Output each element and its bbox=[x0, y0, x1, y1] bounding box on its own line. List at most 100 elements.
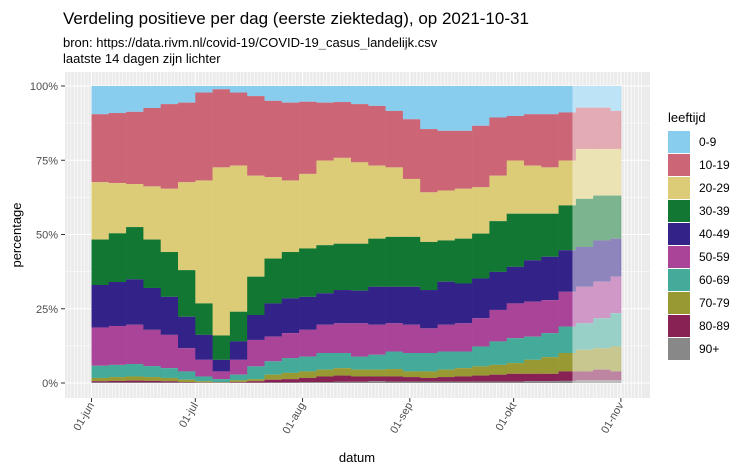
bar-segment-50-59 bbox=[368, 324, 386, 355]
bar-segment-60-69 bbox=[385, 351, 404, 370]
bar-segment-30-39 bbox=[593, 195, 611, 241]
bar-segment-10-19 bbox=[91, 114, 110, 183]
bar-segment-50-59 bbox=[351, 323, 369, 357]
bar-segment-0-9 bbox=[195, 86, 213, 93]
bar-segment-10-19 bbox=[247, 96, 265, 176]
bar-segment-10-19 bbox=[541, 114, 559, 168]
bar-segment-10-19 bbox=[264, 100, 283, 178]
y-tick-label: 50% bbox=[36, 230, 58, 242]
bar-segment-70-79 bbox=[368, 369, 386, 377]
bar-segment-90+ bbox=[472, 381, 490, 383]
bar-segment-20-29 bbox=[229, 165, 248, 312]
bar-segment-20-29 bbox=[454, 188, 473, 239]
bar-segment-50-59 bbox=[489, 309, 507, 342]
x-tick-label: 01-nov bbox=[599, 400, 626, 436]
bar-segment-80-89 bbox=[264, 379, 283, 383]
bar-segment-60-69 bbox=[126, 363, 144, 377]
bar-segment-40-49 bbox=[506, 266, 525, 304]
bar-segment-50-59 bbox=[454, 323, 473, 352]
bar-segment-70-79 bbox=[437, 369, 456, 378]
bar-segment-20-29 bbox=[247, 175, 265, 277]
y-axis: 0% 25% 50% 75% 100% bbox=[30, 81, 65, 390]
bar-segment-40-49 bbox=[454, 283, 473, 324]
bar-segment-60-69 bbox=[368, 354, 386, 370]
bar-segment-30-39 bbox=[368, 238, 386, 287]
bar-segment-80-89 bbox=[91, 381, 110, 383]
bar-segment-60-69 bbox=[489, 341, 507, 365]
bar-segment-60-69 bbox=[212, 379, 231, 383]
bar-segment-10-19 bbox=[454, 130, 473, 189]
legend-label: 20-29 bbox=[699, 181, 730, 195]
bar-segment-60-69 bbox=[333, 353, 352, 369]
bar-segment-90+ bbox=[610, 380, 622, 383]
bar-segment-40-49 bbox=[108, 282, 127, 326]
y-tick-label: 0% bbox=[42, 378, 58, 390]
bar-segment-10-19 bbox=[368, 105, 386, 166]
bar-segment-10-19 bbox=[420, 129, 438, 193]
bar-segment-30-39 bbox=[281, 252, 300, 299]
bar-segment-0-9 bbox=[575, 86, 594, 108]
bar-segment-50-59 bbox=[316, 324, 334, 354]
bar-segment-10-19 bbox=[610, 110, 622, 149]
bar-segment-20-29 bbox=[212, 167, 231, 336]
bar-segment-60-69 bbox=[91, 365, 110, 378]
bar-segment-60-69 bbox=[558, 326, 577, 354]
legend-label: 30-39 bbox=[699, 204, 730, 218]
bar-segment-20-29 bbox=[178, 182, 196, 271]
bar-segment-10-19 bbox=[437, 130, 456, 191]
bar-segment-30-39 bbox=[454, 238, 473, 284]
bar-segment-60-69 bbox=[610, 313, 622, 347]
bar-segment-0-9 bbox=[126, 86, 144, 112]
bar-segment-30-39 bbox=[506, 213, 525, 267]
bar-segment-30-39 bbox=[212, 335, 231, 360]
bar-segment-0-9 bbox=[610, 86, 622, 111]
legend-label: 40-49 bbox=[699, 227, 730, 241]
bar-segment-0-9 bbox=[437, 86, 456, 131]
bar-segment-50-59 bbox=[247, 339, 265, 367]
bar-segment-0-9 bbox=[229, 86, 248, 93]
bar-segment-20-29 bbox=[610, 148, 622, 196]
legend-label: 90+ bbox=[699, 342, 719, 356]
bar-segment-0-9 bbox=[108, 86, 127, 114]
legend-label: 10-19 bbox=[699, 158, 730, 172]
bar-segment-70-79 bbox=[575, 349, 594, 372]
bar-segment-20-29 bbox=[402, 178, 421, 237]
bar-segment-0-9 bbox=[541, 86, 559, 115]
bar-segment-20-29 bbox=[385, 167, 404, 237]
bar-segment-10-19 bbox=[299, 101, 317, 174]
x-tick-label: 01-jul bbox=[177, 401, 201, 430]
bar-segment-20-29 bbox=[558, 160, 577, 206]
bar-segment-40-49 bbox=[143, 287, 161, 330]
bar-segment-50-59 bbox=[333, 323, 352, 354]
bar-segment-30-39 bbox=[524, 213, 542, 261]
bar-segment-60-69 bbox=[472, 346, 490, 367]
bar-segment-10-19 bbox=[524, 114, 542, 166]
bar-segment-90+ bbox=[541, 381, 559, 383]
bar-segment-50-59 bbox=[524, 301, 542, 337]
chart-title: Verdeling positieve per dag (eerste ziek… bbox=[63, 9, 529, 28]
y-axis-title: percentage bbox=[9, 202, 24, 267]
bar-segment-40-49 bbox=[575, 246, 594, 287]
bar-segment-30-39 bbox=[160, 252, 179, 297]
bar-segment-30-39 bbox=[489, 221, 507, 272]
bar-segment-30-39 bbox=[229, 311, 248, 342]
bar-segment-50-59 bbox=[281, 333, 300, 359]
bar-segment-90+ bbox=[575, 380, 594, 383]
bar-segment-80-89 bbox=[351, 376, 369, 382]
legend-label: 50-59 bbox=[699, 250, 730, 264]
bar-segment-80-89 bbox=[160, 381, 179, 383]
bar-segment-70-79 bbox=[195, 381, 213, 383]
bar-segment-90+ bbox=[368, 381, 386, 383]
bar-segment-60-69 bbox=[420, 353, 438, 372]
bar-segment-30-39 bbox=[351, 243, 369, 291]
bar-segment-20-29 bbox=[593, 148, 611, 196]
bar-segment-70-79 bbox=[541, 357, 559, 374]
bar-segment-20-29 bbox=[472, 187, 490, 234]
bar-segment-50-59 bbox=[178, 348, 196, 372]
bar-segment-90+ bbox=[437, 381, 456, 383]
bar-segment-20-29 bbox=[143, 186, 161, 240]
bar-segment-20-29 bbox=[351, 162, 369, 244]
bar-segment-70-79 bbox=[385, 369, 404, 377]
bar-segment-10-19 bbox=[178, 102, 196, 183]
